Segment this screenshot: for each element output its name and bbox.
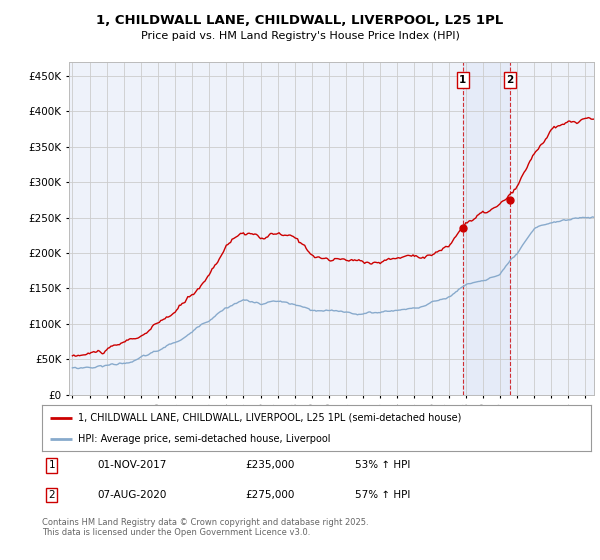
Text: £275,000: £275,000 (245, 490, 295, 500)
Text: £235,000: £235,000 (245, 460, 295, 470)
Text: HPI: Average price, semi-detached house, Liverpool: HPI: Average price, semi-detached house,… (77, 435, 330, 444)
Text: 01-NOV-2017: 01-NOV-2017 (97, 460, 166, 470)
Text: 07-AUG-2020: 07-AUG-2020 (97, 490, 166, 500)
Text: 1, CHILDWALL LANE, CHILDWALL, LIVERPOOL, L25 1PL (semi-detached house): 1, CHILDWALL LANE, CHILDWALL, LIVERPOOL,… (77, 413, 461, 423)
Text: 57% ↑ HPI: 57% ↑ HPI (355, 490, 410, 500)
Text: 1: 1 (459, 75, 467, 85)
Text: 1, CHILDWALL LANE, CHILDWALL, LIVERPOOL, L25 1PL: 1, CHILDWALL LANE, CHILDWALL, LIVERPOOL,… (97, 14, 503, 27)
Bar (463, 62, 510, 395)
Text: Contains HM Land Registry data © Crown copyright and database right 2025.
This d: Contains HM Land Registry data © Crown c… (42, 518, 368, 538)
Text: 1: 1 (49, 460, 55, 470)
Text: 2: 2 (49, 490, 55, 500)
Text: 53% ↑ HPI: 53% ↑ HPI (355, 460, 410, 470)
Text: Price paid vs. HM Land Registry's House Price Index (HPI): Price paid vs. HM Land Registry's House … (140, 31, 460, 41)
Text: 2: 2 (506, 75, 514, 85)
